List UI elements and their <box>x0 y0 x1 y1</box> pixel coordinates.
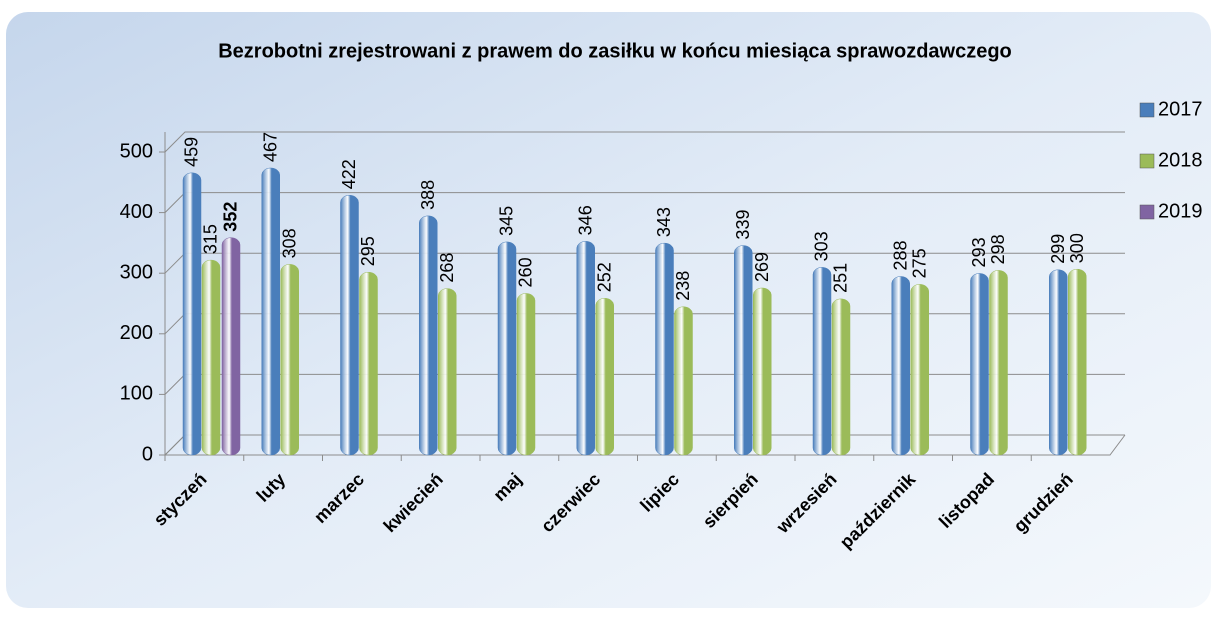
bar <box>280 264 299 456</box>
value-label: 275 <box>910 248 930 278</box>
y-tick-label: 0 <box>142 443 153 465</box>
chart-title: Bezrobotni zrejestrowani z prawem do zas… <box>218 40 1012 62</box>
legend-label: 2018 <box>1158 149 1203 171</box>
legend-marker <box>1139 204 1155 220</box>
bar <box>812 267 832 456</box>
bar <box>576 241 595 456</box>
value-label: 303 <box>812 231 832 261</box>
value-label: 252 <box>595 262 615 292</box>
value-label: 388 <box>418 180 438 210</box>
bar <box>516 293 536 456</box>
value-label: 299 <box>1048 234 1068 264</box>
legend-marker <box>1139 102 1155 118</box>
value-label: 251 <box>831 263 851 293</box>
bar <box>201 259 221 456</box>
bar <box>359 271 378 456</box>
bar <box>340 195 359 456</box>
bar <box>970 273 989 456</box>
bar <box>182 172 202 456</box>
value-label: 288 <box>891 240 911 270</box>
bar <box>438 288 457 456</box>
legend-label: 2019 <box>1158 200 1203 222</box>
y-tick-label: 200 <box>120 322 153 344</box>
bar <box>261 167 280 456</box>
bar <box>910 284 929 456</box>
value-label: 300 <box>1067 233 1087 263</box>
value-label: 238 <box>673 271 693 301</box>
bar <box>753 287 772 456</box>
bar <box>497 241 517 456</box>
value-label: 268 <box>437 253 457 283</box>
bar <box>655 242 674 456</box>
legend-marker <box>1139 153 1155 169</box>
value-label: 345 <box>497 206 517 236</box>
bar <box>831 298 851 456</box>
bar <box>734 245 753 456</box>
value-label: 308 <box>280 228 300 258</box>
value-label: 422 <box>339 159 359 189</box>
value-label: 352 <box>221 202 241 232</box>
value-label: 295 <box>358 236 378 266</box>
value-label: 298 <box>988 234 1008 264</box>
y-tick-label: 400 <box>120 201 153 223</box>
bar <box>674 306 693 456</box>
grid-line <box>164 131 1125 153</box>
bar <box>221 237 241 456</box>
y-tick-label: 300 <box>120 261 153 283</box>
value-label: 343 <box>654 207 674 237</box>
bar <box>1068 268 1087 456</box>
value-label: 293 <box>969 237 989 267</box>
bar <box>891 276 910 456</box>
bar <box>989 270 1008 456</box>
bar <box>419 215 438 456</box>
value-label: 269 <box>752 252 772 282</box>
y-tick-label: 500 <box>120 140 153 162</box>
bar <box>1049 269 1068 456</box>
value-label: 459 <box>182 137 202 167</box>
value-label: 339 <box>733 210 753 240</box>
value-label: 260 <box>516 257 536 287</box>
value-label: 467 <box>261 132 281 162</box>
bar <box>595 298 614 456</box>
y-tick-label: 100 <box>120 383 153 405</box>
legend-label: 2017 <box>1158 98 1203 120</box>
value-label: 346 <box>576 205 596 235</box>
value-label: 315 <box>201 224 221 254</box>
